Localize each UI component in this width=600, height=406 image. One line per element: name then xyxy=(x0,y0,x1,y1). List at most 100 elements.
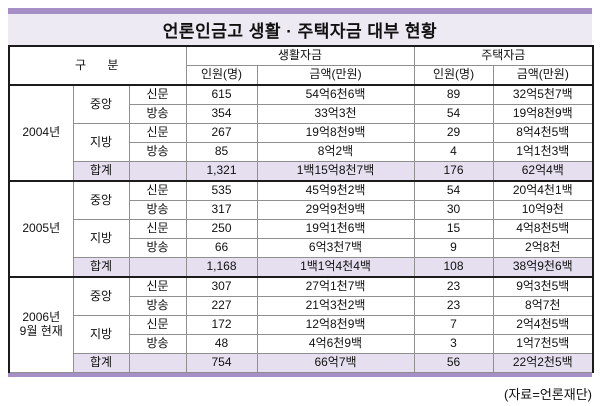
media-cell: 방송 xyxy=(128,142,187,162)
living-people-cell: 66 xyxy=(185,238,258,258)
table-row: 방송 66 6억3천7백 9 2억8천 xyxy=(9,238,594,258)
media-cell: 신문 xyxy=(128,180,187,201)
table-row: 2005년 중앙 신문 535 45억9천2백 54 20억4천1백 xyxy=(8,180,594,278)
housing-people-cell: 15 xyxy=(413,219,494,239)
living-people-cell: 354 xyxy=(185,104,258,124)
total-empty-cell xyxy=(128,257,187,278)
housing-amount-cell: 8억4천5백 xyxy=(492,123,594,143)
housing-amount-cell: 10억9천 xyxy=(492,200,594,220)
living-amount-cell: 45억9천2백 xyxy=(256,180,415,201)
living-amount-cell: 19억1천6백 xyxy=(256,219,415,239)
table-row: 지방 신문 250 19억1천6백 15 4억8천5백 xyxy=(9,219,594,258)
housing-amount-cell: 8억7천 xyxy=(492,296,594,316)
living-amount-header: 금액(만원) xyxy=(256,65,415,86)
living-amount-cell: 4억6천9백 xyxy=(256,334,415,354)
table-header: 구 분 생활자금 주택자금 인원(명) 금액(만원) 인원(명) 금액(만원) xyxy=(8,45,594,86)
living-people-cell: 172 xyxy=(185,315,258,335)
table-row: 2006년 9월 현재 중앙 신문 307 27억1천7백 23 9억3천5백 xyxy=(8,276,594,373)
media-cell: 방송 xyxy=(128,238,187,258)
region-cell: 중앙 xyxy=(72,84,130,124)
housing-people-cell: 54 xyxy=(413,180,494,201)
total-row: 합계 754 66억7백 56 22억2천5백 xyxy=(9,353,594,373)
media-cell: 신문 xyxy=(128,276,187,297)
page: 언론인금고 생활 · 주택자금 대부 현황 구 분 생활자금 주택자금 인원(명… xyxy=(8,0,595,403)
living-people-cell: 1,168 xyxy=(185,257,258,278)
housing-amount-cell: 20억4천1백 xyxy=(492,180,594,201)
region-cell: 지방 xyxy=(72,315,130,354)
housing-amount-cell: 1억7천5백 xyxy=(492,334,594,354)
top-accent-bar xyxy=(8,8,592,14)
total-empty-cell xyxy=(128,161,187,182)
page-title: 언론인금고 생활 · 주택자금 대부 현황 xyxy=(8,14,592,45)
housing-amount-cell: 2억8천 xyxy=(492,238,594,258)
housing-amount-cell: 32억5천7백 xyxy=(492,84,594,105)
year-label: 2005년 xyxy=(22,221,61,236)
living-amount-cell: 19억8천9백 xyxy=(256,123,415,143)
year-cell: 2006년 9월 현재 xyxy=(8,276,74,373)
living-amount-cell: 6억3천7백 xyxy=(256,238,415,258)
housing-people-cell: 23 xyxy=(413,276,494,297)
housing-people-cell: 3 xyxy=(413,334,494,354)
total-empty-cell xyxy=(128,353,187,373)
living-amount-cell: 27억1천7백 xyxy=(256,276,415,297)
living-people-cell: 754 xyxy=(185,353,258,373)
living-amount-cell: 21억3천2백 xyxy=(256,296,415,316)
living-people-cell: 250 xyxy=(185,219,258,239)
housing-people-header: 인원(명) xyxy=(413,65,494,86)
housing-amount-header: 금액(만원) xyxy=(492,65,594,86)
bottom-accent-bar xyxy=(8,373,592,377)
table-row: 지방 신문 172 12억8천9백 7 2억4천5백 xyxy=(9,315,594,354)
living-people-cell: 307 xyxy=(185,276,258,297)
year-cell: 2004년 xyxy=(8,84,74,182)
category-header-cell: 구 분 xyxy=(8,45,187,86)
table-row: 2004년 중앙 신문 615 54억6천6백 89 32억5천7백 xyxy=(8,84,594,182)
living-people-cell: 85 xyxy=(185,142,258,162)
living-fund-group-header: 생활자금 xyxy=(185,45,415,66)
housing-people-cell: 89 xyxy=(413,84,494,105)
housing-amount-cell: 4억8천5백 xyxy=(492,219,594,239)
living-amount-cell: 33억3천 xyxy=(256,104,415,124)
living-people-cell: 317 xyxy=(185,200,258,220)
housing-people-cell: 29 xyxy=(413,123,494,143)
media-cell: 방송 xyxy=(128,200,187,220)
living-amount-cell: 12억8천9백 xyxy=(256,315,415,335)
media-cell: 방송 xyxy=(128,104,187,124)
year-sublabel: 9월 현재 xyxy=(19,324,63,338)
housing-people-cell: 108 xyxy=(413,257,494,278)
housing-amount-cell: 22억2천5백 xyxy=(492,353,594,373)
living-amount-cell: 1백15억8천7백 xyxy=(256,161,415,182)
loan-table: 구 분 생활자금 주택자금 인원(명) 금액(만원) 인원(명) 금액(만원) … xyxy=(8,45,595,373)
living-people-cell: 1,321 xyxy=(185,161,258,182)
table-row: 방송 85 8억2백 4 1억1천3백 xyxy=(9,142,594,162)
living-amount-cell: 54억6천6백 xyxy=(256,84,415,105)
living-people-cell: 615 xyxy=(185,84,258,105)
total-label-cell: 합계 xyxy=(72,161,130,182)
housing-people-cell: 54 xyxy=(413,104,494,124)
housing-fund-group-header: 주택자금 xyxy=(413,45,594,66)
total-label-cell: 합계 xyxy=(72,257,130,278)
living-amount-cell: 66억7백 xyxy=(256,353,415,373)
year-label: 2006년 xyxy=(22,310,61,325)
media-cell: 방송 xyxy=(128,296,187,316)
living-people-cell: 535 xyxy=(185,180,258,201)
region-cell: 지방 xyxy=(72,219,130,258)
region-cell: 중앙 xyxy=(72,276,130,316)
housing-people-cell: 56 xyxy=(413,353,494,373)
housing-people-cell: 7 xyxy=(413,315,494,335)
housing-amount-cell: 9억3천5백 xyxy=(492,276,594,297)
region-cell: 지방 xyxy=(72,123,130,162)
living-amount-cell: 8억2백 xyxy=(256,142,415,162)
living-amount-cell: 1백1억4천4백 xyxy=(256,257,415,278)
living-people-cell: 227 xyxy=(185,296,258,316)
housing-amount-cell: 2억4천5백 xyxy=(492,315,594,335)
housing-people-cell: 9 xyxy=(413,238,494,258)
source-note: (자료=언론재단) xyxy=(503,387,592,402)
media-cell: 신문 xyxy=(128,315,187,335)
media-cell: 방송 xyxy=(128,334,187,354)
media-cell: 신문 xyxy=(128,123,187,143)
year-cell: 2005년 xyxy=(8,180,74,278)
living-amount-cell: 29억9천9백 xyxy=(256,200,415,220)
living-people-cell: 48 xyxy=(185,334,258,354)
media-cell: 신문 xyxy=(128,219,187,239)
region-cell: 중앙 xyxy=(72,180,130,220)
